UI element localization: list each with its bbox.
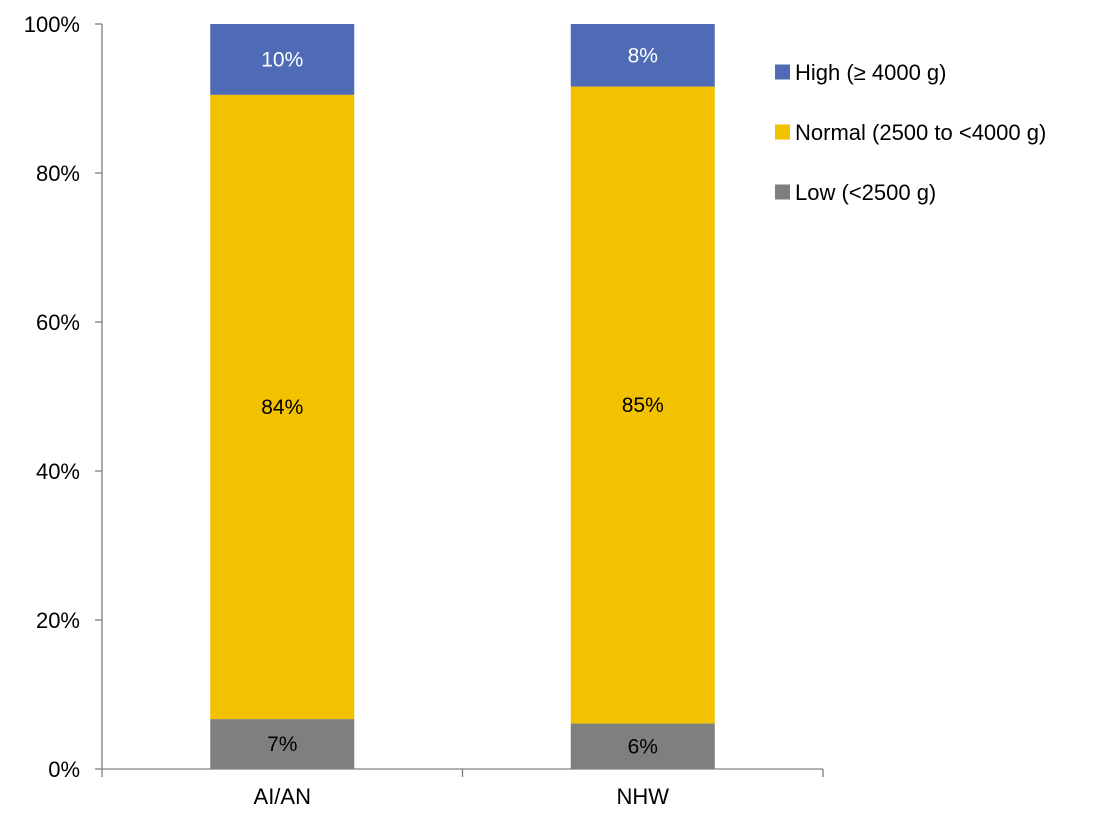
bar-segment (210, 719, 355, 769)
axes-layer: 0% 20% 40% 60% 80% 100% AI/AN NHW (24, 12, 824, 809)
y-tick-label: 0% (48, 757, 80, 782)
y-tick-label: 20% (36, 608, 80, 633)
data-label: 6% (628, 735, 658, 758)
data-label: 8% (628, 44, 658, 67)
legend-label: High (≥ 4000 g) (795, 60, 947, 85)
bar-segment (570, 24, 715, 87)
legend-swatch (775, 64, 790, 80)
bar-segment (570, 723, 715, 769)
x-tick-label: NHW (616, 784, 669, 809)
legend: High (≥ 4000 g) Normal (2500 to <4000 g) L… (775, 60, 1046, 205)
bar-segment (210, 94, 355, 720)
y-tick-label: 100% (24, 12, 80, 37)
legend-swatch (775, 184, 790, 200)
y-tick-label: 60% (36, 310, 80, 335)
data-label: 85% (622, 394, 664, 417)
legend-swatch (775, 124, 790, 140)
data-label: 10% (261, 48, 303, 71)
data-label: 84% (261, 396, 303, 419)
bars-layer: 7% 84% 10% 6% 85% 8% (210, 24, 715, 769)
y-tick-label: 80% (36, 161, 80, 186)
bar-segment (570, 86, 715, 724)
legend-label: Low (<2500 g) (795, 180, 936, 205)
y-tick-label: 40% (36, 459, 80, 484)
x-tick-label: AI/AN (254, 784, 311, 809)
bar-segment (210, 24, 355, 95)
legend-label: Normal (2500 to <4000 g) (795, 120, 1046, 145)
data-label: 7% (267, 733, 297, 756)
